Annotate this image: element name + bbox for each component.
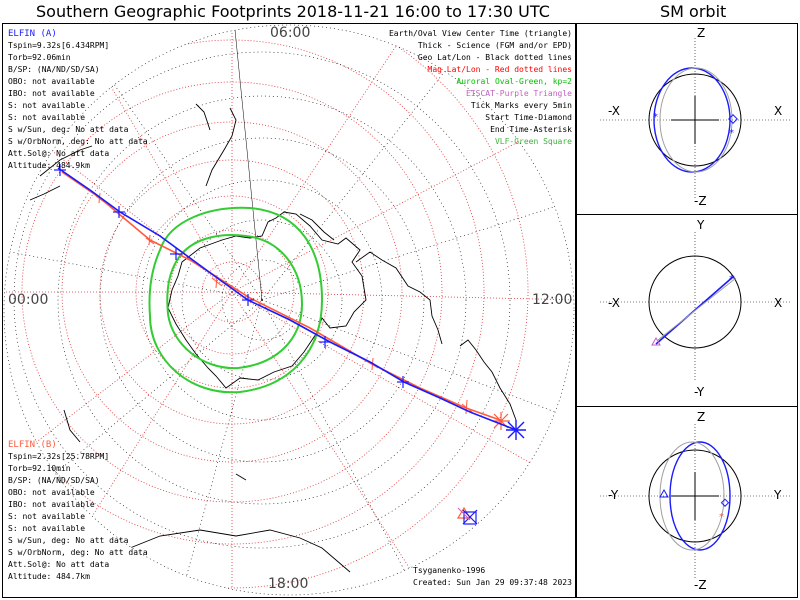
footprint-map-panel — [2, 23, 576, 598]
sm-orbit-title: SM orbit — [660, 2, 727, 21]
elfin-b-line: S w/Sun, deg: No att data — [8, 536, 129, 545]
auroral-oval — [148, 206, 324, 394]
legend: Earth/Oval View Center Time (triangle) T… — [389, 28, 572, 148]
elfin-b-line: S w/OrbNorm, deg: No att data — [8, 548, 148, 557]
orbit-divider — [576, 214, 798, 215]
elfin-b-track — [61, 171, 501, 421]
axis-label: X — [774, 296, 783, 310]
axis-label: Z — [697, 26, 706, 40]
elfin-a-line: Tspin=9.32s[6.434RPM] — [8, 41, 110, 50]
elfin-a-ticks — [113, 206, 409, 388]
horizon-circle — [3, 24, 575, 596]
elfin-b-line: Altitude: 484.7km — [8, 572, 90, 581]
axis-label: -X — [608, 104, 620, 118]
elfin-b-line: Torb=92.10min — [8, 464, 71, 473]
sm-orbit-panel — [576, 23, 798, 598]
axis-label: X — [774, 104, 783, 118]
polar-map — [3, 24, 575, 596]
axis-label: Y — [774, 488, 782, 502]
elfin-b-info: ELFIN (B) Tspin=2.32s[25.78RPM] Torb=92.… — [8, 439, 148, 583]
legend-item: Thick - Science (FGM and/or EPD) — [417, 41, 572, 50]
elfin-a-line: Att.Sol@: No att data — [8, 149, 110, 158]
vlf-square-icon — [463, 511, 477, 525]
elfin-b-line: B/SP: (NA/ND/SD/SA) — [8, 476, 100, 485]
elfin-a-line: B/SP: (NA/ND/SD/SA) — [8, 65, 100, 74]
mlt-label-top: 06:00 — [270, 25, 311, 41]
model-credit: Tsyganenko-1996 — [413, 566, 486, 575]
elfin-a-info: ELFIN (A) Tspin=9.32s[6.434RPM] Torb=92.… — [8, 28, 148, 172]
legend-item: Start Time-Diamond — [485, 113, 572, 122]
elfin-a-track — [57, 167, 517, 431]
legend-item: Auroral Oval-Green, kp=2 — [456, 77, 572, 86]
elfin-a-line: IBO: not available — [8, 89, 95, 98]
page-title: Southern Geographic Footprints 2018-11-2… — [36, 2, 550, 21]
elfin-a-line: S: not available — [8, 101, 86, 110]
elfin-b-line: S: not available — [8, 524, 86, 533]
legend-item: End Time-Asterisk — [490, 125, 572, 134]
created-timestamp: Created: Sun Jan 29 09:37:48 2023 — [413, 578, 572, 587]
axis-label: -Y — [694, 385, 705, 399]
legend-item: Geo Lat/Lon - Black dotted lines — [417, 53, 572, 62]
mlt-label-bottom: 18:00 — [268, 576, 309, 592]
mlt-label-right: 12:00 — [532, 292, 573, 308]
elfin-a-line: OBO: not available — [8, 77, 95, 86]
mlt-label-left: 00:00 — [8, 292, 49, 308]
elfin-a-start-icon — [54, 164, 66, 176]
legend-item: EISCAT-Purple Triangle — [466, 89, 572, 98]
elfin-a-line: S w/OrbNorm, deg: No att data — [8, 137, 148, 146]
elfin-b-line: OBO: not available — [8, 488, 95, 497]
coastlines — [29, 103, 517, 573]
geo-grid — [4, 25, 574, 595]
legend-item: Mag Lat/Lon - Red dotted lines — [427, 65, 573, 74]
elfin-b-line: S: not available — [8, 512, 86, 521]
elfin-b-ticks — [95, 192, 473, 415]
elfin-b-name: ELFIN (B) — [8, 440, 57, 450]
legend-item: VLF-Green Square — [494, 137, 572, 146]
axis-label: -Z — [694, 578, 707, 592]
legend-item: Tick Marks every 5min — [470, 101, 572, 110]
axis-label: -Y — [608, 488, 619, 502]
elfin-b-line: Tspin=2.32s[25.78RPM] — [8, 452, 110, 461]
axis-label: Z — [697, 410, 706, 424]
orbit-divider — [576, 406, 798, 407]
axis-label: Y — [697, 218, 705, 232]
elfin-a-line: S: not available — [8, 113, 86, 122]
elfin-a-name: ELFIN (A) — [8, 29, 57, 39]
axis-label: -X — [608, 296, 620, 310]
elfin-a-line: Altitude: 484.9km — [8, 161, 90, 170]
axis-label: -Z — [694, 194, 707, 208]
elfin-a-line: Torb=92.06min — [8, 53, 71, 62]
elfin-a-line: S w/Sun, deg: No att data — [8, 125, 129, 134]
legend-item: Earth/Oval View Center Time (triangle) — [388, 29, 572, 38]
elfin-a-end-asterisk-icon — [506, 420, 526, 440]
elfin-b-line: IBO: not available — [8, 500, 95, 509]
eiscat-marker — [457, 507, 471, 521]
elfin-b-line: Att.Sol@: No att data — [8, 560, 110, 569]
elfin-a-view-marker — [462, 509, 478, 525]
